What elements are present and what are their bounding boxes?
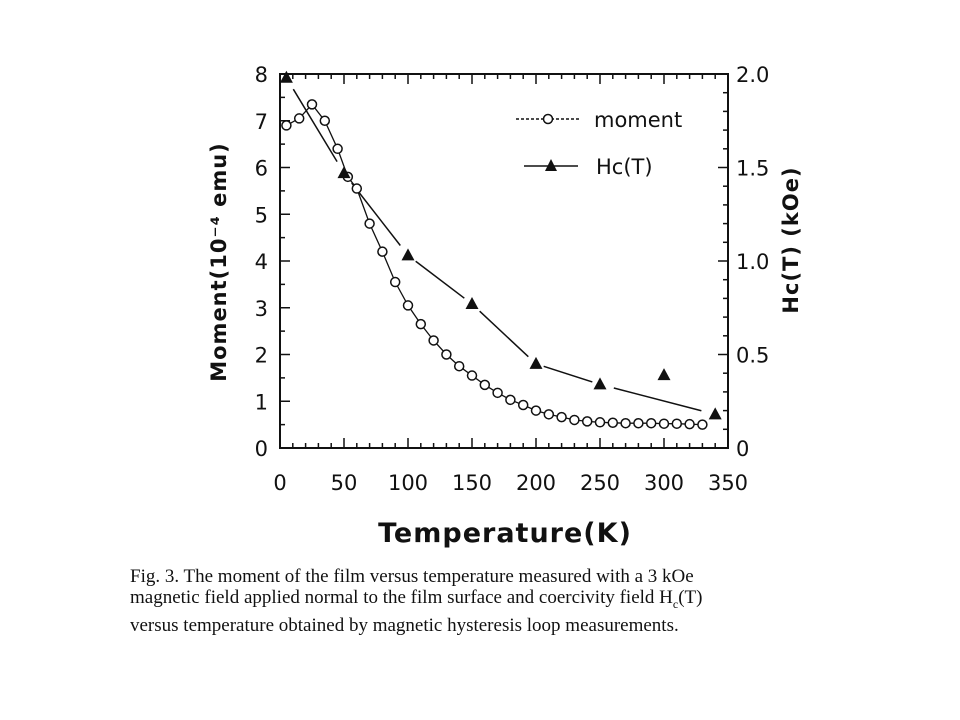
x-tick-label: 300 — [644, 471, 684, 495]
y-tick-labels: 0 1 2 3 4 5 6 7 8 — [255, 63, 268, 461]
moment-point — [364, 218, 375, 229]
chart: 0 50 100 150 200 250 300 350 0 1 2 3 4 5 6 7 8 0 0.5 1.0 1… — [207, 63, 803, 549]
x-axis-title: Temperature(K) — [378, 518, 632, 549]
moment-point — [389, 276, 401, 288]
moment-point — [697, 419, 708, 430]
moment-point — [351, 183, 363, 194]
hc-trend-lines — [292, 88, 702, 412]
y2-tick-label: 1.5 — [736, 157, 769, 181]
y2-tick-label: 2.0 — [736, 63, 769, 87]
hc-point — [465, 297, 479, 310]
moment-point — [594, 417, 606, 428]
moment-point — [281, 120, 292, 131]
hc-point — [337, 166, 351, 179]
hc-trend-segment — [415, 260, 465, 299]
hc-trend-segment — [543, 365, 593, 383]
hc-point — [708, 407, 722, 420]
x-tick-labels: 0 50 100 150 200 250 300 350 — [273, 471, 748, 495]
moment-point — [607, 417, 619, 429]
x-tick-label: 0 — [273, 471, 286, 495]
moment-point — [377, 246, 388, 257]
y2-axis-title: Hc(T) (kOe) — [779, 166, 803, 313]
legend-hc-label: Hc(T) — [596, 155, 653, 179]
moment-point — [543, 409, 555, 420]
legend-moment-marker — [542, 113, 554, 125]
moment-point — [684, 418, 695, 430]
hc-trend-segment — [479, 310, 529, 358]
figure-caption: Fig. 3. The moment of the film versus te… — [130, 566, 890, 636]
moment-point — [581, 416, 593, 427]
moment-point — [530, 405, 542, 416]
y-tick-label: 4 — [255, 250, 268, 274]
x-tick-label: 150 — [452, 471, 492, 495]
x-tick-label: 250 — [580, 471, 620, 495]
x-tick-label: 100 — [388, 471, 428, 495]
legend-hc-marker — [545, 159, 557, 171]
y-tick-label: 6 — [255, 157, 268, 181]
hc-point — [401, 248, 415, 261]
moment-point — [645, 417, 657, 429]
y-axis-title: Moment(10⁻⁴ emu) — [207, 142, 231, 382]
moment-point — [492, 387, 503, 399]
moment-point — [633, 417, 644, 429]
y-tick-label: 3 — [255, 297, 268, 321]
moment-point — [505, 394, 516, 406]
moment-point — [671, 418, 683, 429]
moment-point — [415, 318, 427, 330]
moment-line — [286, 103, 703, 426]
moment-point — [479, 379, 491, 391]
moment-curve — [286, 103, 703, 426]
hc-point — [593, 377, 607, 390]
hc-trend-segment — [613, 387, 702, 412]
moment-point — [556, 411, 567, 423]
legend-moment-label: moment — [594, 108, 682, 132]
moment-points — [281, 99, 708, 430]
y-tick-label: 1 — [255, 390, 268, 414]
moment-point — [402, 300, 414, 311]
caption-subscript: c — [672, 596, 679, 611]
moment-point — [441, 349, 452, 360]
hc-point — [529, 356, 543, 369]
x-tick-label: 200 — [516, 471, 556, 495]
moment-point — [517, 399, 529, 411]
moment-point — [620, 417, 631, 429]
y2-tick-label: 1.0 — [736, 250, 769, 274]
moment-point — [658, 418, 670, 429]
y-tick-label: 0 — [255, 437, 268, 461]
moment-point — [293, 113, 305, 124]
hc-point — [657, 368, 671, 381]
moment-point — [332, 143, 343, 155]
x-tick-label: 50 — [331, 471, 358, 495]
hc-trend-segment — [351, 182, 401, 246]
moment-point — [319, 115, 331, 126]
moment-point — [428, 335, 439, 346]
y-tick-label: 7 — [255, 110, 268, 134]
caption-line-2: magnetic field applied normal to the fil… — [130, 587, 890, 615]
y-tick-label: 8 — [255, 63, 268, 87]
caption-line-2-end: (T) — [678, 587, 703, 608]
hc-points — [279, 70, 722, 420]
y-tick-label: 2 — [255, 344, 268, 368]
caption-line-1: Fig. 3. The moment of the film versus te… — [130, 566, 694, 587]
y2-tick-labels: 0 0.5 1.0 1.5 2.0 — [736, 63, 769, 461]
caption-line-3: versus temperature obtained by magnetic … — [130, 614, 679, 636]
hc-trend-segment — [292, 88, 338, 163]
x-tick-label: 350 — [708, 471, 748, 495]
y2-tick-label: 0.5 — [736, 344, 769, 368]
moment-point — [306, 99, 318, 110]
moment-point — [453, 360, 465, 372]
caption-line-2-text: magnetic field applied normal to the fil… — [130, 587, 673, 608]
y2-tick-label: 0 — [736, 437, 749, 461]
moment-point — [466, 370, 478, 381]
hc-point — [279, 70, 293, 83]
legend: moment Hc(T) — [516, 108, 682, 179]
y-tick-label: 5 — [255, 203, 268, 227]
moment-point — [569, 414, 580, 426]
plot-frame — [279, 73, 729, 449]
